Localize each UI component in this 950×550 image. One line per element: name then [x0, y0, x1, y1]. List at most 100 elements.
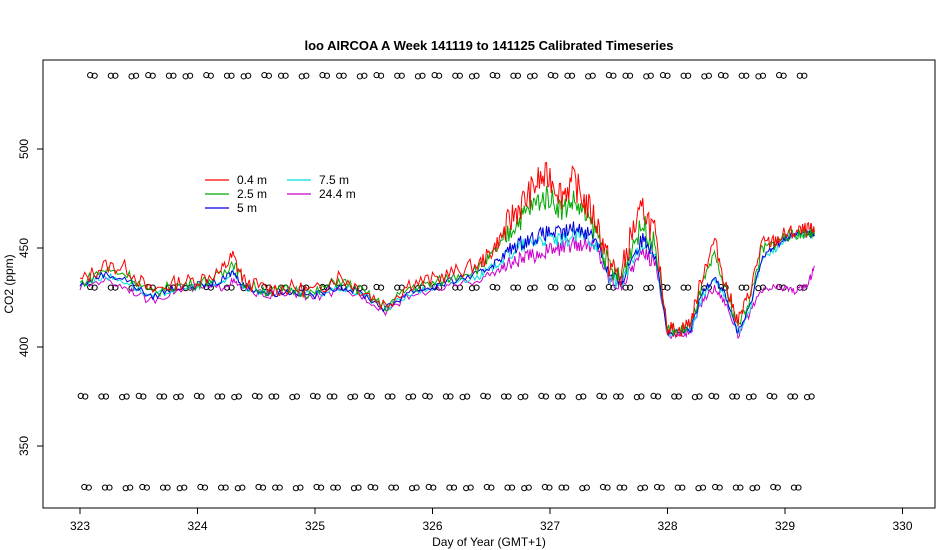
marker-row0-2b: [132, 72, 140, 79]
marker-row3-4b: [164, 484, 171, 491]
marker-row1-11b: [303, 284, 310, 291]
marker-row2-8b: [235, 393, 242, 400]
marker-row2-17b: [409, 393, 417, 400]
marker-row3-3: [139, 483, 146, 491]
marker-row0-2: [128, 73, 135, 80]
marker-row0-35: [755, 73, 762, 80]
marker-row3-7: [218, 484, 225, 491]
marker-row3-19b: [450, 484, 458, 491]
marker-row1-25b: [568, 284, 576, 291]
marker-row0-14: [356, 73, 363, 80]
marker-row2-31b: [675, 393, 682, 400]
marker-row1-29b: [647, 284, 654, 291]
marker-row2-21b: [484, 393, 491, 400]
marker-row2-1b: [102, 393, 110, 400]
marker-row1-31b: [685, 284, 692, 291]
marker-row3-13: [330, 484, 337, 491]
marker-row2-33: [708, 392, 715, 399]
marker-row1-15: [373, 283, 380, 291]
marker-row3-7b: [222, 484, 229, 491]
marker-row3-35b: [753, 484, 761, 491]
marker-row1-24b: [552, 284, 559, 291]
marker-row3-11b: [297, 484, 304, 491]
marker-row0-30: [659, 72, 667, 79]
marker-row3-35: [749, 485, 756, 492]
marker-row2-34b: [733, 393, 740, 400]
marker-row3-9b: [259, 484, 267, 491]
marker-row2-24b: [542, 393, 550, 400]
marker-row2-23: [517, 394, 524, 401]
marker-row2-3b: [140, 393, 147, 400]
x-tick-label-7: 330: [892, 519, 912, 533]
marker-row3-16b: [392, 484, 399, 491]
marker-row2-5: [173, 394, 180, 401]
marker-row0-25: [564, 72, 571, 79]
marker-row2-2: [119, 394, 126, 401]
marker-row0-16: [394, 72, 401, 79]
series-line-3: [79, 227, 815, 339]
marker-row0-5b: [187, 72, 194, 79]
marker-row2-4: [156, 393, 163, 400]
marker-row0-24b: [552, 72, 559, 79]
marker-row0-14b: [361, 72, 368, 79]
marker-row1-23b: [531, 284, 538, 291]
marker-row0-6b: [207, 72, 214, 79]
marker-row0-26b: [589, 72, 596, 79]
marker-row2-12b: [314, 393, 321, 400]
y-tick-label-3: 500: [17, 139, 31, 159]
marker-row2-19b: [447, 393, 454, 400]
marker-row2-16: [384, 393, 391, 400]
marker-row0-19: [452, 72, 459, 79]
marker-row3-23: [521, 485, 528, 492]
marker-row3-15b: [372, 484, 379, 491]
marker-row0-29b: [647, 72, 654, 79]
marker-row2-17: [405, 394, 412, 401]
marker-row0-28b: [626, 72, 634, 79]
marker-row1-33b: [722, 284, 729, 291]
marker-row0-36: [776, 72, 783, 79]
marker-row1-22: [510, 284, 517, 291]
marker-row3-30b: [658, 484, 665, 491]
marker-row3-24b: [546, 484, 553, 491]
y-axis-label: CO2 (ppm): [2, 254, 16, 313]
marker-row0-1: [107, 72, 114, 79]
marker-row0-24: [547, 72, 554, 79]
marker-row3-17: [408, 485, 416, 492]
marker-row3-25: [558, 484, 565, 491]
marker-row3-21: [483, 483, 490, 491]
marker-row0-28: [622, 72, 629, 79]
marker-row1-22b: [514, 284, 522, 291]
legend: 0.4 m2.5 m5 m 7.5 m24.4 m: [205, 173, 356, 215]
marker-row2-18: [422, 392, 429, 399]
marker-row3-1: [101, 484, 109, 491]
marker-row0-37b: [801, 72, 808, 79]
marker-row3-36b: [774, 484, 781, 491]
marker-row3-9: [255, 483, 262, 491]
marker-row3-0: [81, 483, 88, 491]
marker-row0-22: [510, 72, 517, 79]
marker-row3-5: [176, 485, 183, 492]
marker-row3-25b: [563, 484, 570, 491]
marker-row3-10: [272, 484, 279, 491]
x-tick-label-0: 323: [70, 519, 90, 533]
marker-row3-8: [234, 485, 241, 492]
marker-row2-34: [729, 393, 736, 400]
marker-row3-33b: [716, 484, 723, 491]
marker-row3-36: [770, 483, 777, 491]
marker-row3-4: [159, 484, 167, 491]
marker-row0-33b: [722, 72, 729, 79]
marker-row2-11: [289, 394, 296, 401]
marker-row2-19: [442, 393, 450, 400]
marker-row3-33: [712, 483, 719, 491]
marker-row1-28b: [626, 284, 634, 291]
marker-row0-12: [319, 72, 326, 79]
marker-row1-16: [394, 284, 401, 291]
marker-row0-37: [796, 72, 803, 79]
marker-row3-0b: [85, 484, 92, 491]
marker-row2-10b: [273, 393, 280, 400]
marker-row2-29b: [638, 393, 645, 400]
marker-row3-14b: [355, 484, 362, 491]
marker-row3-16: [388, 484, 395, 491]
marker-row3-32b: [699, 484, 707, 491]
